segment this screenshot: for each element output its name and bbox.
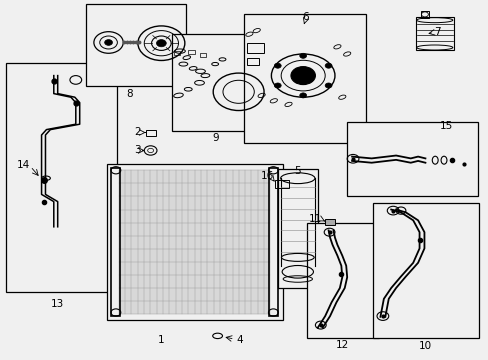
Bar bbox=[415, 17, 453, 50]
Text: 6: 6 bbox=[301, 12, 308, 22]
Bar bbox=[172, 34, 267, 131]
Circle shape bbox=[274, 63, 281, 68]
Bar bbox=[199, 53, 206, 57]
Circle shape bbox=[299, 53, 306, 58]
Bar bbox=[246, 43, 264, 53]
Bar bbox=[6, 63, 117, 292]
Bar bbox=[246, 58, 259, 65]
Text: 16: 16 bbox=[260, 171, 273, 181]
Text: 13: 13 bbox=[51, 299, 64, 309]
Text: 10: 10 bbox=[418, 341, 431, 351]
Text: 2: 2 bbox=[134, 127, 141, 138]
Text: 12: 12 bbox=[335, 340, 348, 350]
Bar bbox=[85, 4, 185, 86]
Text: 8: 8 bbox=[126, 89, 133, 99]
Bar bbox=[145, 130, 156, 136]
Circle shape bbox=[290, 67, 315, 85]
Circle shape bbox=[104, 40, 112, 45]
Circle shape bbox=[156, 40, 166, 47]
Bar bbox=[372, 203, 478, 338]
Circle shape bbox=[299, 93, 306, 98]
Text: 9: 9 bbox=[212, 132, 219, 143]
Bar bbox=[268, 168, 277, 316]
Bar bbox=[274, 180, 288, 188]
Text: 1: 1 bbox=[158, 335, 164, 345]
Bar bbox=[106, 164, 282, 320]
Bar bbox=[173, 51, 180, 55]
Circle shape bbox=[325, 83, 331, 88]
Circle shape bbox=[325, 63, 331, 68]
Bar bbox=[325, 219, 334, 225]
Bar bbox=[111, 168, 120, 316]
Text: 3: 3 bbox=[134, 145, 141, 156]
Bar bbox=[119, 170, 270, 314]
Bar bbox=[306, 223, 379, 338]
Bar bbox=[244, 14, 365, 143]
Text: 11: 11 bbox=[308, 214, 322, 224]
Bar bbox=[188, 50, 195, 54]
Text: 14: 14 bbox=[17, 160, 30, 170]
Bar bbox=[420, 11, 428, 18]
Circle shape bbox=[274, 83, 281, 88]
Text: 15: 15 bbox=[438, 121, 452, 131]
Text: 4: 4 bbox=[236, 335, 243, 345]
Text: 5: 5 bbox=[294, 166, 301, 176]
Bar bbox=[277, 169, 317, 288]
Text: 7: 7 bbox=[433, 27, 440, 37]
Bar bbox=[346, 122, 477, 196]
